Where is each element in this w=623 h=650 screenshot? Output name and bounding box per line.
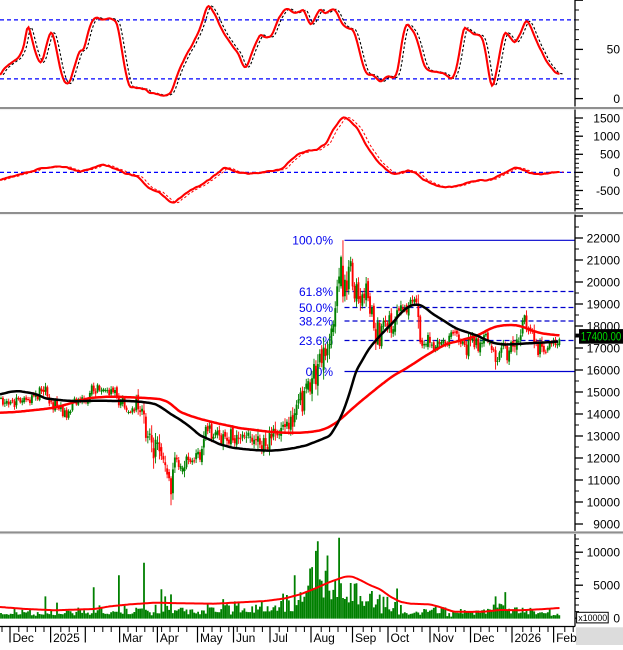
svg-text:Dec: Dec [13, 631, 34, 645]
svg-text:Mar: Mar [122, 631, 143, 645]
svg-text:0.0%: 0.0% [306, 365, 334, 379]
svg-text:10000: 10000 [587, 495, 621, 509]
svg-text:Feb: Feb [556, 631, 577, 645]
svg-text:-500: -500 [596, 184, 620, 198]
svg-text:May: May [200, 631, 223, 645]
svg-text:9000: 9000 [593, 517, 620, 531]
svg-text:1500: 1500 [593, 111, 620, 125]
svg-text:Oct: Oct [391, 631, 410, 645]
svg-text:Dec: Dec [473, 631, 494, 645]
svg-text:2026: 2026 [515, 631, 542, 645]
svg-text:0: 0 [613, 166, 620, 180]
svg-text:21000: 21000 [587, 253, 621, 267]
svg-text:100.0%: 100.0% [292, 234, 333, 248]
svg-text:Jul: Jul [273, 631, 288, 645]
svg-text:17000: 17000 [587, 341, 621, 355]
svg-text:x10000: x10000 [578, 613, 607, 623]
svg-text:22000: 22000 [587, 231, 621, 245]
svg-text:Jun: Jun [236, 631, 255, 645]
svg-text:10000: 10000 [587, 546, 621, 560]
svg-text:Sep: Sep [355, 631, 377, 645]
svg-text:Apr: Apr [160, 631, 179, 645]
svg-text:16000: 16000 [587, 363, 621, 377]
svg-text:15000: 15000 [587, 385, 621, 399]
svg-text:Aug: Aug [314, 631, 335, 645]
svg-text:14000: 14000 [587, 407, 621, 421]
svg-text:5000: 5000 [593, 579, 620, 593]
svg-text:61.8%: 61.8% [299, 285, 333, 299]
svg-text:23.6%: 23.6% [299, 334, 333, 348]
svg-text:50.0%: 50.0% [299, 301, 333, 315]
svg-text:38.2%: 38.2% [299, 314, 333, 328]
svg-text:17400.00: 17400.00 [581, 331, 622, 343]
svg-text:1000: 1000 [593, 130, 620, 144]
svg-text:12000: 12000 [587, 451, 621, 465]
svg-text:2025: 2025 [53, 631, 80, 645]
svg-text:20000: 20000 [587, 275, 621, 289]
svg-text:500: 500 [600, 148, 620, 162]
svg-text:19000: 19000 [587, 297, 621, 311]
svg-text:0: 0 [613, 612, 620, 626]
svg-text:0: 0 [613, 92, 620, 106]
svg-text:11000: 11000 [588, 473, 621, 487]
svg-text:Nov: Nov [433, 631, 454, 645]
svg-text:50: 50 [607, 43, 621, 57]
svg-text:13000: 13000 [587, 429, 621, 443]
